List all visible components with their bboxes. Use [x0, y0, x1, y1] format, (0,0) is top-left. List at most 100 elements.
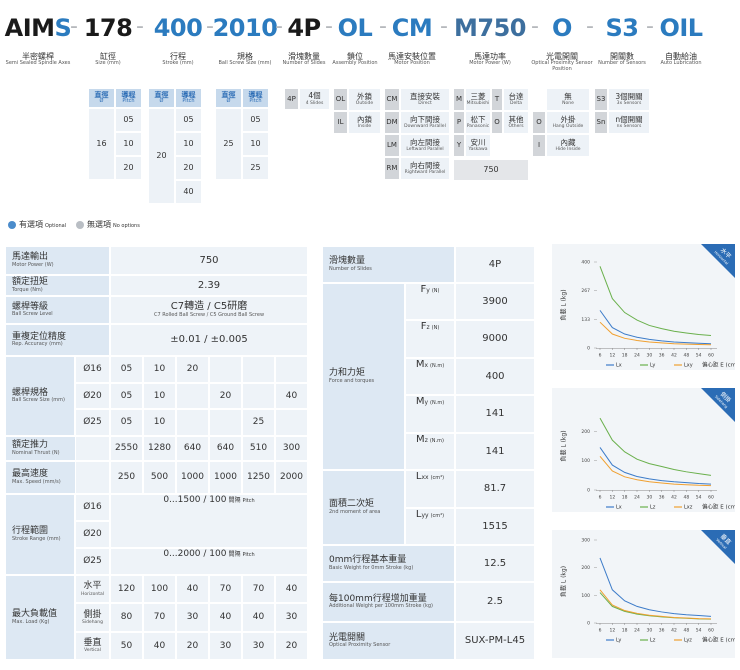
- value-text: 12.5: [483, 557, 507, 569]
- key-text: 側掛: [83, 609, 102, 620]
- value-text: 300: [282, 443, 301, 454]
- legend-label: Lz: [650, 638, 656, 644]
- option-code-text: O: [494, 118, 500, 127]
- value-cell: 40: [275, 575, 308, 604]
- value-text: 30: [252, 640, 265, 651]
- code-label-en: Ball Screw Size (mm): [218, 60, 272, 67]
- value-text: 1280: [148, 443, 171, 454]
- option-sub: Inside: [357, 124, 372, 130]
- option-text: 三菱 Mitsubishi: [465, 88, 491, 111]
- value-text: 1515: [482, 520, 508, 532]
- series-line: [599, 321, 712, 346]
- y-tick-label: 100: [581, 458, 590, 464]
- option-label: 3個開關: [615, 91, 643, 101]
- code-part: OIL: [659, 14, 703, 42]
- value-cell: 40: [209, 603, 242, 632]
- value-text: 10: [153, 417, 166, 428]
- option-sub: Leftward Parallel: [406, 147, 444, 153]
- value-cell: [242, 382, 275, 410]
- value-text: 1000: [214, 472, 237, 483]
- option-code-text: S3: [596, 95, 606, 104]
- value-text: 10: [153, 390, 166, 401]
- y-tick-label: 300: [581, 538, 590, 544]
- value-cell: 4P: [455, 246, 535, 283]
- x-tick-label: 24: [634, 628, 640, 634]
- key-index: xx: [421, 474, 429, 481]
- value-cell: 10: [143, 382, 176, 410]
- option-sub: Others: [508, 124, 524, 130]
- option-sub: Mitsubishi: [466, 101, 490, 107]
- code-label-en: Semi Sealed Spindle Axes: [5, 60, 71, 67]
- option-label: 外鎖: [357, 91, 372, 101]
- motor-power-text: 750: [483, 165, 499, 175]
- row-label: 最大負載值 Max. Load (Kg): [5, 575, 75, 660]
- value-cell: 10: [143, 356, 176, 383]
- value-text: 40: [186, 583, 199, 594]
- row-label: 馬達輸出 Motor Power (W): [5, 246, 110, 275]
- key-cell: 側掛 Sidehang: [75, 603, 110, 632]
- key-index: y: [424, 399, 429, 407]
- x-tick-label: 18: [622, 353, 628, 359]
- value-cell: 10: [143, 409, 176, 436]
- option-text: 內藏 Hide Inside: [546, 134, 590, 157]
- option-label: 向右間接: [410, 160, 440, 170]
- value-text: 20: [186, 364, 199, 375]
- code-label-en: Number of Slides: [282, 60, 326, 67]
- option-label: 無: [564, 91, 572, 101]
- value-text: 500: [150, 472, 169, 483]
- value-text: 70: [153, 612, 166, 623]
- legend-label: Lx: [616, 363, 622, 369]
- value-text: 3900: [482, 295, 508, 307]
- value-text: 40: [285, 390, 298, 401]
- key-index: z: [424, 436, 428, 444]
- row-label: 0mm行程基本重量 Basic Weight for 0mm Stroke (kg…: [322, 545, 455, 582]
- value-text: 20: [219, 390, 232, 401]
- key-cell: Ø25: [75, 409, 110, 436]
- value-cell: 9000: [455, 320, 535, 358]
- value-text: 40: [285, 583, 298, 594]
- option-label: 內藏: [560, 137, 576, 147]
- value-text: C7轉造 / C5研磨: [170, 301, 248, 313]
- code-part: S3: [605, 14, 639, 42]
- key-symbol: L: [415, 471, 422, 482]
- row-label: 螺桿等級 Ball Screw Level: [5, 296, 110, 324]
- y-tick-label: 100: [581, 593, 590, 599]
- series-line: [599, 266, 712, 337]
- value-cell: 2.39: [110, 275, 308, 296]
- x-tick-label: 24: [634, 353, 640, 359]
- option-sub: 3x Sensors: [616, 101, 642, 107]
- row-label-zh: 額定扭矩: [12, 277, 49, 288]
- option-code: P: [453, 111, 465, 134]
- option-sub: Panasonic: [466, 124, 490, 130]
- row-label-zh: 面積二次矩: [329, 499, 375, 510]
- key-cell: [75, 436, 110, 461]
- x-tick-label: 48: [683, 353, 689, 359]
- x-tick-label: 12: [609, 628, 615, 634]
- separator: -: [132, 14, 148, 48]
- row-label: 每100mm行程增加重量 Additional Weight per 100mm …: [322, 582, 455, 622]
- key-text-en: Horizontal: [81, 591, 104, 597]
- separator: -: [66, 14, 82, 48]
- option-code: Sn: [594, 111, 608, 134]
- x-tick-label: 6: [599, 628, 602, 634]
- code-label-zh: 自動給油: [665, 52, 697, 61]
- x-tick-label: 60: [708, 495, 714, 501]
- value-cell: SUX-PM-L45: [455, 622, 535, 660]
- value-text: 120: [117, 583, 136, 594]
- row-label: 力和力矩 Force and torques: [322, 283, 405, 470]
- range-text: 0...2000 / 100: [163, 549, 227, 559]
- model-code: 400: [133, 14, 223, 48]
- row-label-zh: 螺桿等級: [12, 301, 49, 312]
- value-cell: 12.5: [455, 545, 535, 582]
- value-cell: C7轉造 / C5研磨 C7 Rolled Ball Screw / C5 Gro…: [110, 296, 308, 324]
- value-cell: 81.7: [455, 470, 535, 508]
- option-code: T: [491, 88, 503, 111]
- model-code: OL: [310, 14, 400, 48]
- option-label: 4個: [308, 91, 321, 101]
- x-tick-label: 42: [671, 353, 677, 359]
- option-sub: Rightward Parallel: [404, 170, 446, 176]
- value-cell: 640: [176, 436, 209, 461]
- key-text: Ø20: [83, 529, 102, 540]
- pitch-cell: 05: [115, 108, 142, 132]
